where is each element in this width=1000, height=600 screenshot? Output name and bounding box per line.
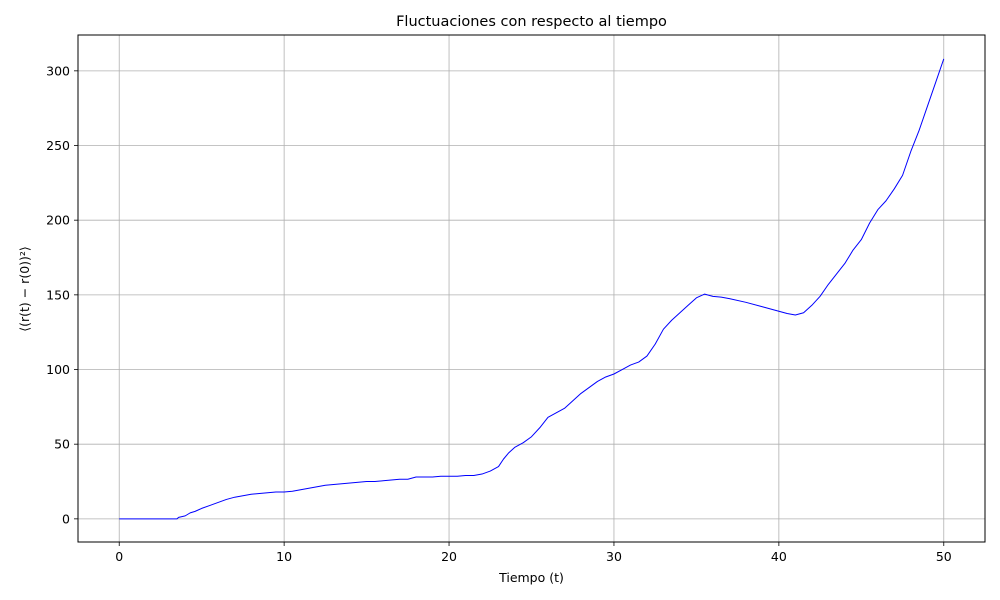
y-tick-label: 200 [46, 213, 70, 228]
series-line [119, 58, 945, 520]
y-tick-label: 100 [46, 362, 70, 377]
x-tick-label: 40 [771, 549, 787, 564]
y-axis-label: ⟨(r(t) − r(0))²⟩ [17, 246, 32, 332]
y-tick-label: 250 [46, 138, 70, 153]
tick-group: 0 10 20 30 40 50 0 50 100 150 200 250 300 [46, 63, 952, 564]
grid [78, 35, 985, 542]
y-tick-label: 300 [46, 63, 70, 78]
chart-title: Fluctuaciones con respecto al tiempo [396, 14, 667, 30]
plot-frame [77, 34, 986, 543]
series-group [119, 58, 945, 520]
x-tick-label: 50 [936, 549, 952, 564]
x-tick-label: 30 [606, 549, 622, 564]
x-tick-label: 0 [115, 549, 123, 564]
x-axis-label: Tiempo (t) [498, 570, 564, 585]
y-tick-label: 0 [62, 511, 70, 526]
y-tick-label: 50 [54, 437, 70, 452]
x-tick-label: 20 [441, 549, 457, 564]
y-tick-label: 150 [46, 287, 70, 302]
x-tick-label: 10 [276, 549, 292, 564]
